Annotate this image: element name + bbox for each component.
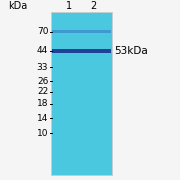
Text: 2: 2	[91, 1, 97, 11]
Bar	[52, 30, 111, 33]
Bar	[51, 12, 112, 175]
Text: 26: 26	[37, 77, 48, 86]
Text: 44: 44	[37, 46, 48, 55]
Text: kDa: kDa	[8, 1, 28, 11]
Text: 53kDa: 53kDa	[114, 46, 148, 56]
Text: 14: 14	[37, 114, 48, 123]
Text: 33: 33	[37, 63, 48, 72]
Bar	[52, 49, 111, 53]
Text: 70: 70	[37, 27, 48, 36]
Text: 10: 10	[37, 129, 48, 138]
Text: 1: 1	[66, 1, 72, 11]
Text: 18: 18	[37, 99, 48, 108]
Text: 22: 22	[37, 87, 48, 96]
